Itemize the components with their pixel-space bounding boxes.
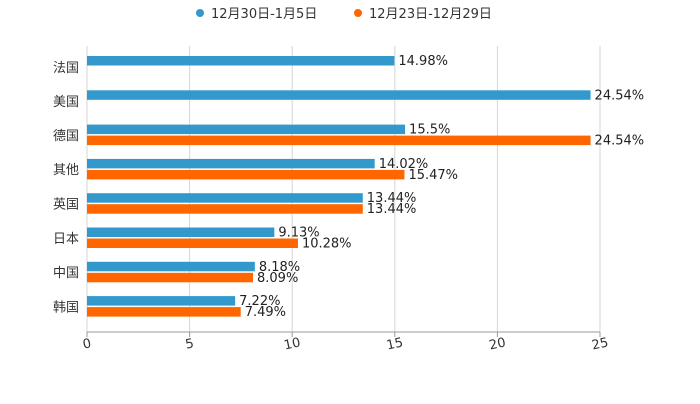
x-tick-label-10: 10 xyxy=(283,335,302,353)
bar-2-3 xyxy=(87,135,591,146)
bar-2-6 xyxy=(87,238,298,248)
value-label-1-2: 24.54% xyxy=(595,88,645,103)
value-label-1-6: 9.13% xyxy=(278,226,319,241)
x-axis: 0 5 10 15 20 25 xyxy=(81,331,610,354)
grid xyxy=(86,46,601,332)
category-label-2: 美国 xyxy=(53,95,79,110)
value-label-2-7: 8.09% xyxy=(257,271,298,286)
category-label-5: 英国 xyxy=(53,197,79,212)
bar-1-5 xyxy=(87,193,363,203)
value-label-2-3: 24.54% xyxy=(595,134,645,149)
value-label-1-8: 7.22% xyxy=(239,294,280,309)
bar-2-7 xyxy=(87,272,254,283)
bar-1-2 xyxy=(87,90,591,100)
x-tick-label-0: 0 xyxy=(81,336,92,352)
legend-marker-2 xyxy=(354,9,362,17)
value-label-2-8: 7.49% xyxy=(245,305,286,320)
bar-1-1 xyxy=(87,56,395,66)
category-label-4: 其他 xyxy=(53,163,79,178)
value-label-2-4: 15.47% xyxy=(408,168,458,183)
value-label-1-7: 8.18% xyxy=(259,260,300,275)
bar-2-5 xyxy=(87,204,363,214)
x-tick-label-15: 15 xyxy=(385,335,404,353)
value-label-2-6: 10.28% xyxy=(302,237,352,252)
value-label-1-3: 15.5% xyxy=(409,123,450,138)
x-tick-label-5: 5 xyxy=(184,336,195,352)
legend-marker-1 xyxy=(196,9,204,17)
bar-1-7 xyxy=(87,261,255,272)
category-label-6: 日本 xyxy=(53,232,79,247)
category-label-1: 法国 xyxy=(53,61,79,76)
legend: 12月30日-1月5日 12月23日-12月29日 xyxy=(196,7,492,22)
value-label-1-5: 13.44% xyxy=(367,191,417,206)
value-label-2-5: 13.44% xyxy=(367,202,417,217)
bar-2-4 xyxy=(87,169,405,180)
category-label-7: 中国 xyxy=(53,266,79,281)
bar-1-4 xyxy=(87,158,375,169)
x-tick-label-25: 25 xyxy=(590,335,609,353)
bar-2-8 xyxy=(87,307,241,317)
bar-1-8 xyxy=(87,296,236,306)
category-label-3: 德国 xyxy=(53,129,79,144)
value-label-1-1: 14.98% xyxy=(398,54,448,69)
category-label-8: 韩国 xyxy=(53,300,79,315)
x-tick-label-20: 20 xyxy=(488,335,507,353)
value-label-1-4: 14.02% xyxy=(379,157,429,172)
bar-1-3 xyxy=(87,124,406,135)
bars: 14.98% 24.54% 15.5% 24.54% 14.02%15.47% 13.44… xyxy=(87,54,644,320)
legend-label-2: 12月23日-12月29日 xyxy=(369,7,492,22)
legend-label-1: 12月30日-1月5日 xyxy=(211,7,317,22)
bar-1-6 xyxy=(87,227,275,237)
